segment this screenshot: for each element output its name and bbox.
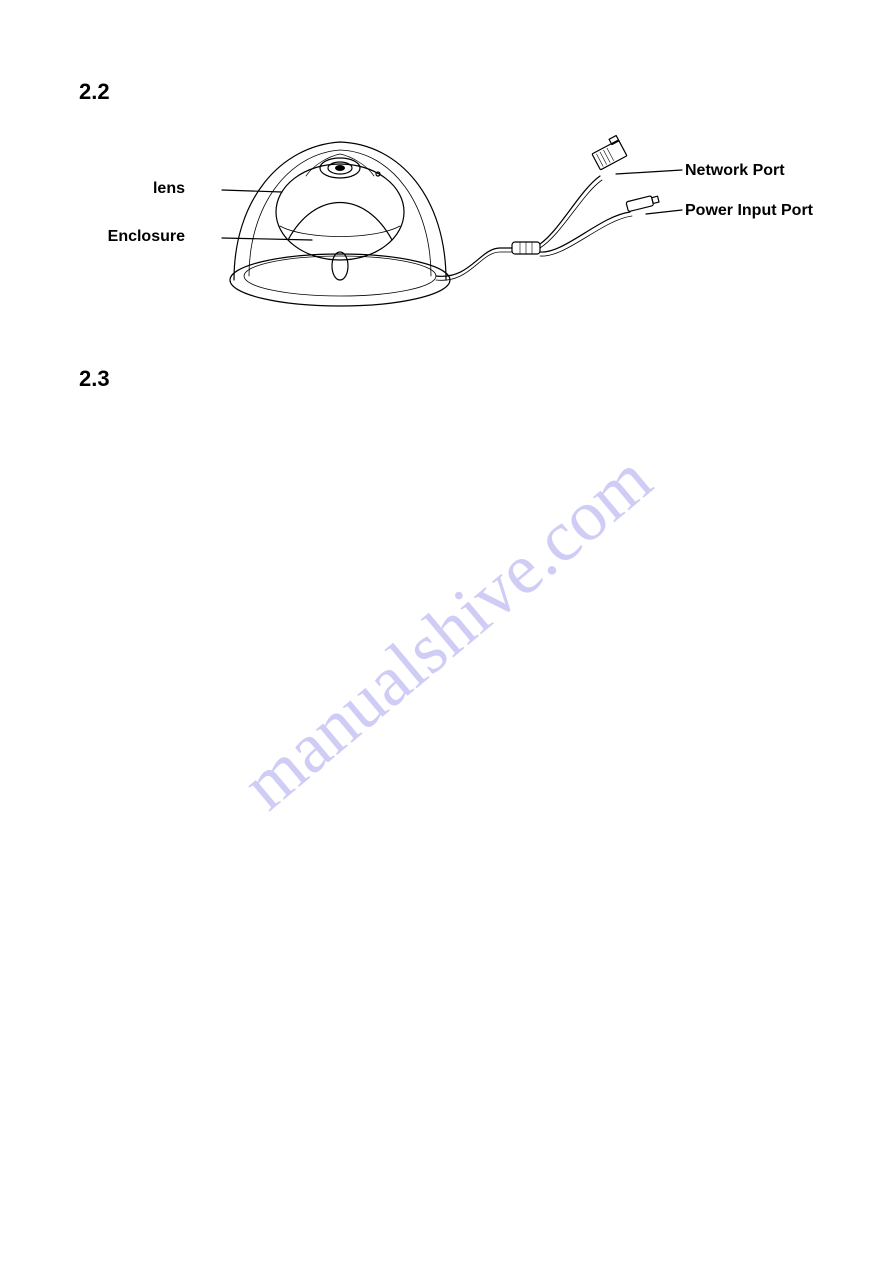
camera-outer-shell [234,142,446,280]
camera-diagram [130,120,850,340]
cable-branch-network-2 [540,180,602,248]
manual-page: 2.2 lens Enclosure Network Port Power In… [0,0,893,1263]
camera-base-inner [244,256,436,296]
dome-cut-line [288,203,392,241]
dome-band [280,226,400,237]
section-number-2-3: 2.3 [79,366,110,392]
camera-line-art [130,120,850,340]
lens-aperture [335,165,345,171]
rj45-connector [590,136,627,170]
dc-connector [626,194,659,211]
cable-branch-network [540,176,600,244]
section-number-2-2: 2.2 [79,79,110,105]
leader-power [646,210,682,214]
leader-network [616,170,682,174]
leader-enclosure [222,238,312,240]
watermark-text: manualshive.com [226,437,667,826]
